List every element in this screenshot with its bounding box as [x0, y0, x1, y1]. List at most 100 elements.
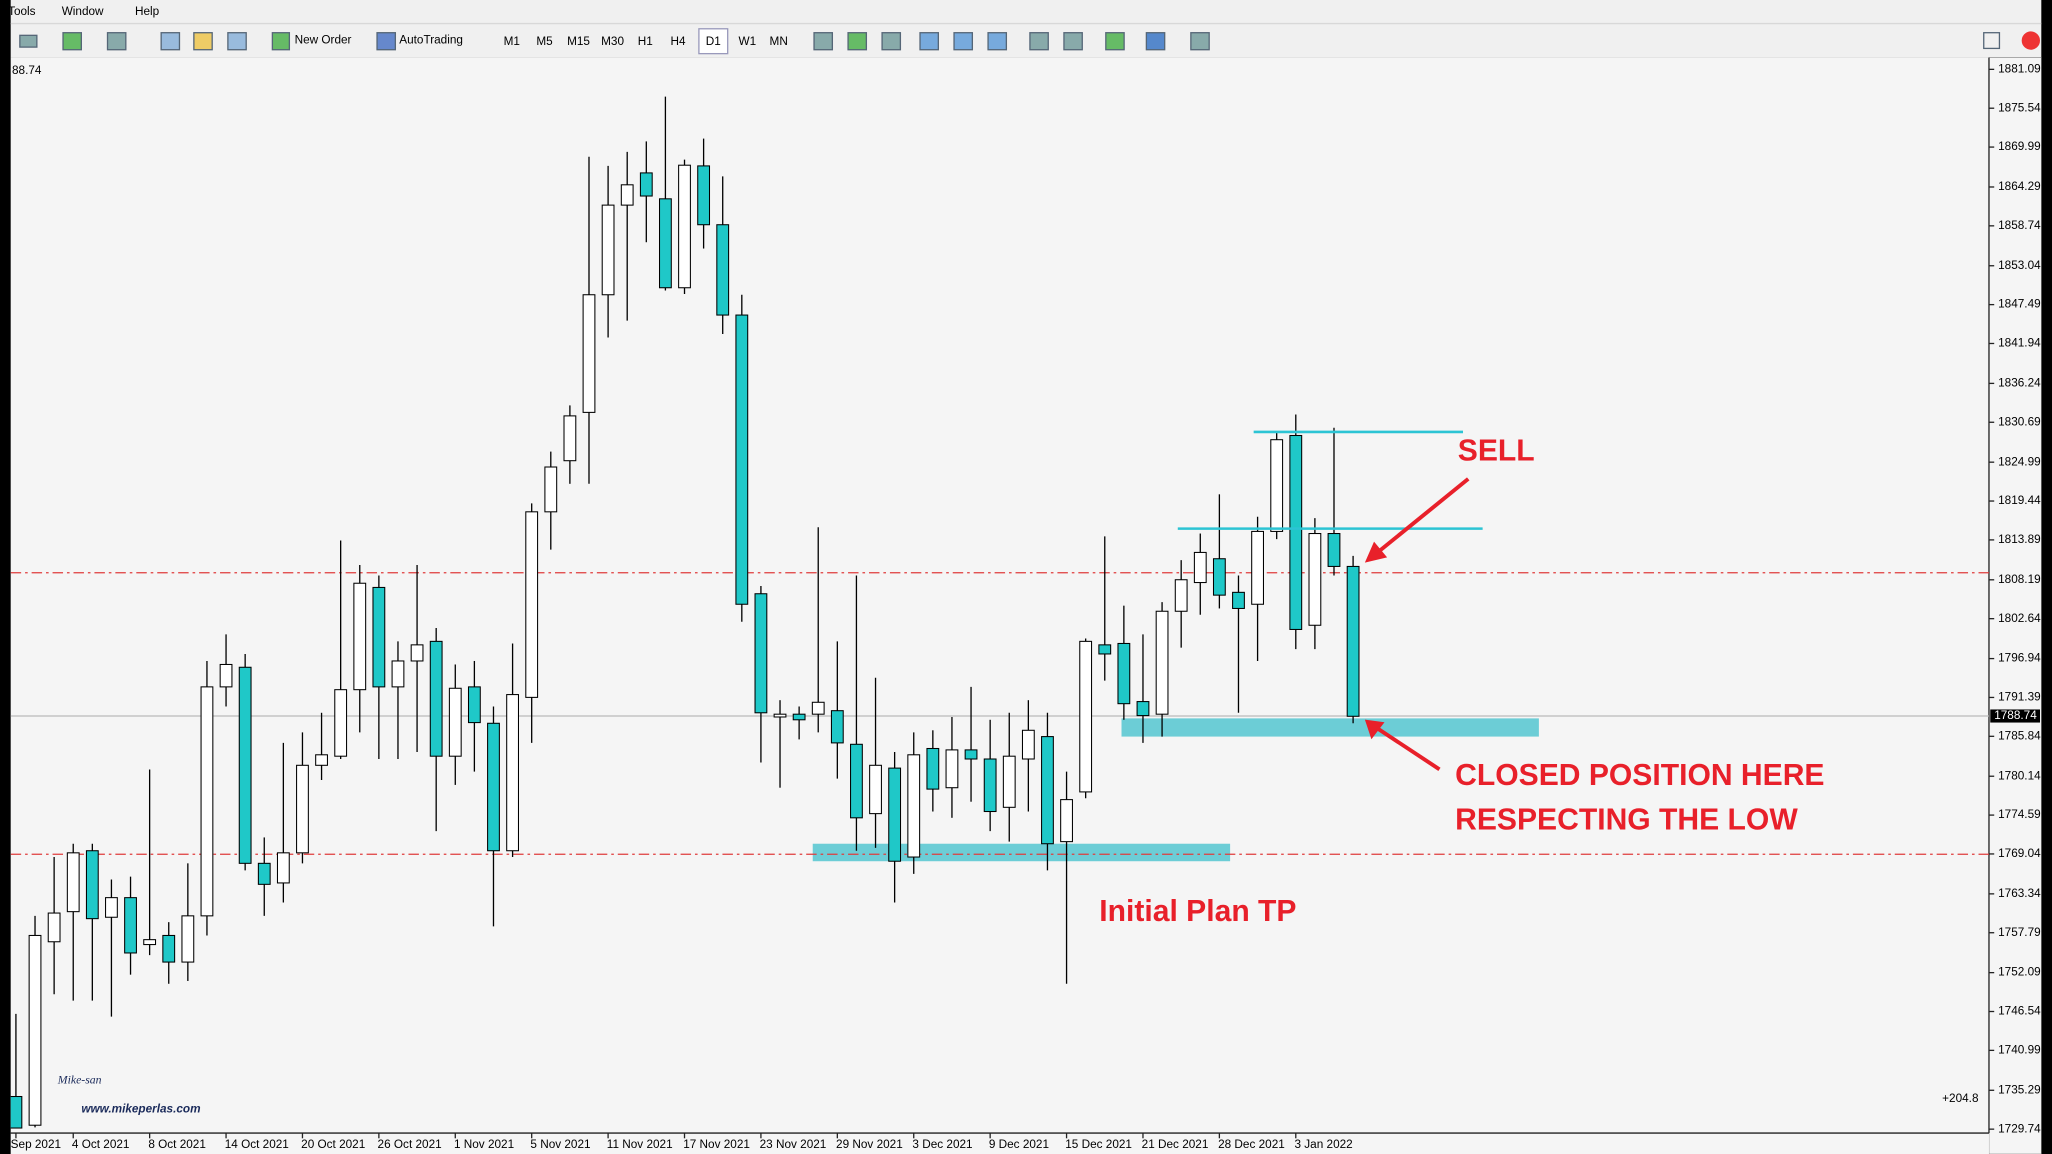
- x-tick-label: 8 Oct 2021: [148, 1138, 206, 1151]
- timeframe-button[interactable]: H4: [670, 35, 685, 48]
- candle-body: [1327, 533, 1341, 567]
- candle-body: [200, 686, 214, 917]
- y-tick-label: 1881.09: [1998, 62, 2041, 75]
- current-price-box: [1990, 709, 2041, 723]
- candle-body: [1174, 579, 1188, 612]
- timeframe-active: [698, 28, 729, 55]
- y-tick-label: 1802.64: [1998, 612, 2041, 625]
- y-tick-label: 1796.94: [1998, 652, 2041, 665]
- candle-body: [582, 294, 596, 413]
- timeframe-button[interactable]: M1: [504, 35, 520, 48]
- y-tick-label: 1746.54: [1998, 1005, 2041, 1018]
- timeframe-button[interactable]: M5: [536, 35, 553, 48]
- candle-body: [888, 767, 902, 862]
- x-tick-label: 28 Dec 2021: [1218, 1138, 1285, 1151]
- candle-body: [1098, 644, 1112, 655]
- y-tick-label: 1740.99: [1998, 1043, 2041, 1056]
- candle-body: [544, 466, 558, 513]
- x-tick-label: 15 Dec 2021: [1065, 1138, 1132, 1151]
- candle-body: [257, 862, 271, 885]
- candle-body: [1155, 610, 1169, 715]
- menu-item[interactable]: Window: [62, 5, 104, 18]
- candle-body: [735, 314, 749, 605]
- candle-body: [1251, 530, 1264, 605]
- candle-body: [1308, 533, 1322, 626]
- candle-body: [907, 754, 921, 858]
- candle-body: [1270, 439, 1284, 532]
- y-tick-label: 1808.19: [1998, 573, 2041, 586]
- timeframe-button[interactable]: D1: [706, 35, 721, 48]
- candle-body: [945, 749, 959, 789]
- candle-body: [697, 165, 711, 226]
- x-tick-label: 9 Dec 2021: [989, 1138, 1049, 1151]
- y-tick-label: 1729.74: [1998, 1122, 2041, 1135]
- y-tick-label: 1769.04: [1998, 847, 2041, 860]
- menu-item[interactable]: Tools: [8, 5, 36, 18]
- candle-body: [105, 897, 118, 918]
- candle-body: [754, 593, 768, 714]
- x-tick-label: 21 Dec 2021: [1142, 1138, 1209, 1151]
- candle-body: [296, 764, 309, 854]
- candle-body: [85, 850, 99, 920]
- candle-body: [525, 511, 539, 698]
- candle-body: [869, 764, 882, 815]
- watermark-url: www.mikeperlas.com: [81, 1103, 200, 1116]
- y-tick-label: 1785.84: [1998, 729, 2041, 742]
- y-tick-label: 1875.54: [1998, 101, 2041, 114]
- timeframe-button[interactable]: W1: [738, 35, 756, 48]
- candle-body: [792, 713, 806, 721]
- candle-body: [66, 852, 80, 913]
- candle-body: [238, 666, 252, 864]
- candle-body: [28, 934, 42, 1126]
- y-tick-label: 1752.09: [1998, 966, 2041, 979]
- candle-body: [1346, 565, 1360, 717]
- menu-item[interactable]: Help: [135, 5, 160, 18]
- y-tick-label: 1836.24: [1998, 377, 2041, 390]
- candle-body: [143, 939, 157, 946]
- candle-body: [10, 1095, 23, 1129]
- candle-body: [181, 915, 195, 963]
- candle-body: [601, 204, 615, 296]
- toolbar-icons: [19, 31, 2041, 51]
- candle-body: [1002, 755, 1016, 808]
- timeframe-button[interactable]: MN: [770, 35, 788, 48]
- annotation: SELL: [1458, 435, 1535, 468]
- watermark: Mike-san: [57, 1073, 102, 1086]
- date-axis-bg: [10, 1133, 1989, 1154]
- candle-body: [1041, 736, 1054, 845]
- candle-body: [410, 644, 424, 662]
- x-tick-label: 17 Nov 2021: [683, 1138, 750, 1151]
- y-tick-label: 1763.34: [1998, 887, 2041, 900]
- toolbar-button[interactable]: AutoTrading: [399, 34, 463, 47]
- x-tick-label: 29 Nov 2021: [836, 1138, 903, 1151]
- x-tick-label: Sep 2021: [11, 1138, 61, 1151]
- candle-body: [983, 758, 997, 813]
- candle-body: [448, 687, 462, 757]
- x-tick-label: 1 Nov 2021: [454, 1138, 514, 1151]
- toolbar-button[interactable]: New Order: [295, 34, 352, 47]
- candle-body: [276, 852, 290, 884]
- candle-body: [506, 694, 519, 852]
- timeframe-button[interactable]: H1: [638, 35, 653, 48]
- candle-body: [563, 415, 577, 462]
- zone: [1121, 718, 1539, 737]
- candle-body: [830, 710, 844, 744]
- x-tick-label: 26 Oct 2021: [378, 1138, 442, 1151]
- candle-body: [1117, 642, 1131, 705]
- candle-body: [811, 701, 825, 715]
- candle-body: [1079, 640, 1093, 793]
- candle-body: [1136, 701, 1150, 717]
- candle-body: [1193, 551, 1207, 584]
- candle-body: [162, 934, 176, 963]
- y-tick-label: 1780.14: [1998, 769, 2041, 782]
- candle-body: [467, 686, 481, 724]
- candle-body: [716, 224, 730, 316]
- x-tick-label: 11 Nov 2021: [607, 1138, 673, 1151]
- timeframe-button[interactable]: M15: [567, 35, 590, 48]
- plot-bg: [10, 57, 1989, 1134]
- candle-body: [850, 743, 863, 819]
- y-tick-label: 1819.44: [1998, 494, 2041, 507]
- annotation: Initial Plan TP: [1099, 895, 1296, 928]
- timeframe-button[interactable]: M30: [601, 35, 624, 48]
